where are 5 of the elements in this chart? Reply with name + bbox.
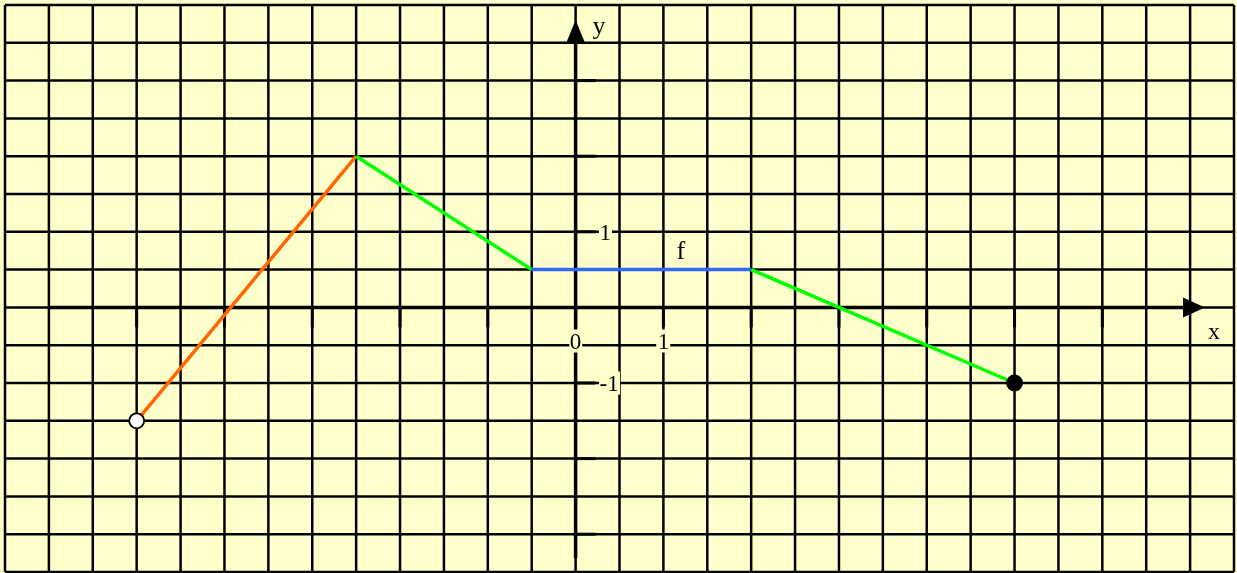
y-tick-label: -1 (598, 370, 620, 396)
x-axis-title: x (1208, 318, 1220, 345)
x-tick-label: 0 (568, 328, 583, 354)
y-axis-title: y (592, 11, 606, 40)
series-label: f (676, 236, 686, 266)
